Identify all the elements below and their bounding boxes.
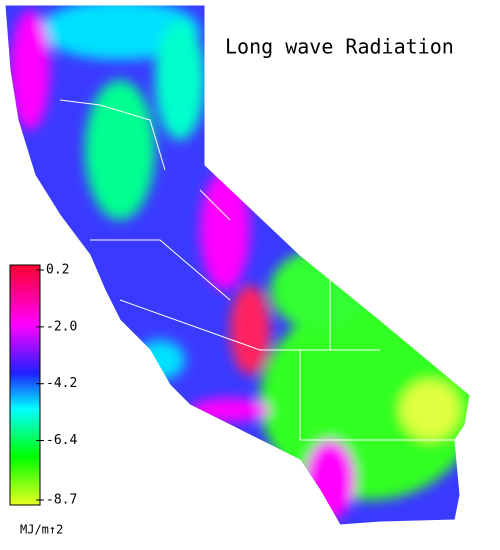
colorbar-tick-label: -4.2	[46, 376, 77, 391]
colorbar-tick-label: -2.0	[46, 319, 77, 334]
map-title: Long wave Radiation	[225, 35, 454, 59]
colorbar	[9, 264, 41, 506]
state-outline	[4, 4, 471, 526]
colorbar-tick-label: -6.4	[46, 433, 77, 448]
colorbar-tick-label: -8.7	[46, 493, 77, 508]
colorbar-unit: MJ/m↑2	[20, 523, 63, 537]
colorbar-tick-label: 0.2	[46, 263, 69, 278]
